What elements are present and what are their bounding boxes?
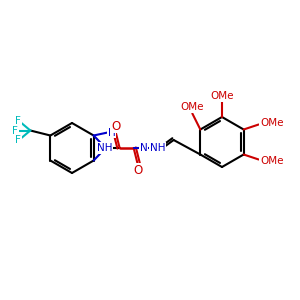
Text: NH: NH: [97, 143, 112, 153]
Text: O: O: [111, 119, 120, 133]
Text: OMe: OMe: [181, 103, 204, 112]
Text: F: F: [12, 125, 18, 136]
Text: N: N: [140, 143, 148, 153]
Text: NH: NH: [150, 143, 165, 153]
Text: OMe: OMe: [260, 157, 284, 166]
Text: OMe: OMe: [210, 91, 234, 101]
Text: O: O: [133, 164, 142, 176]
Text: OMe: OMe: [260, 118, 284, 128]
Text: F: F: [16, 135, 21, 145]
Text: F: F: [16, 116, 21, 126]
Text: H: H: [108, 128, 116, 137]
